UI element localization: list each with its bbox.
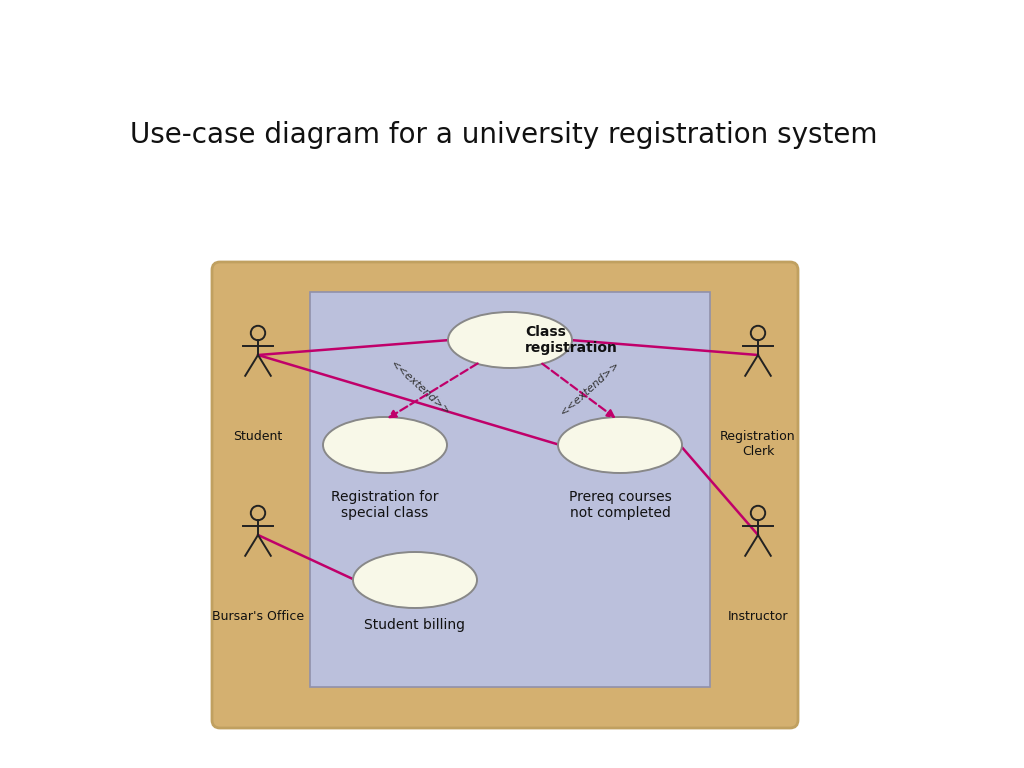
- Text: <<extend>>: <<extend>>: [558, 359, 622, 417]
- Ellipse shape: [558, 417, 682, 473]
- Ellipse shape: [323, 417, 447, 473]
- Text: Instructor: Instructor: [728, 610, 788, 623]
- Text: Student: Student: [233, 430, 283, 443]
- Bar: [310, 292, 710, 687]
- Text: Bursar's Office: Bursar's Office: [212, 610, 304, 623]
- Ellipse shape: [353, 552, 477, 608]
- Text: Use-case diagram for a university registration system: Use-case diagram for a university regist…: [130, 121, 878, 149]
- FancyBboxPatch shape: [212, 262, 798, 728]
- Ellipse shape: [449, 312, 572, 368]
- Text: Student billing: Student billing: [365, 618, 466, 632]
- Text: <<extend>>: <<extend>>: [388, 359, 452, 417]
- Text: Prereq courses
not completed: Prereq courses not completed: [568, 490, 672, 520]
- Text: Class
registration: Class registration: [525, 325, 617, 355]
- Text: Registration
Clerk: Registration Clerk: [720, 430, 796, 458]
- Text: Registration for
special class: Registration for special class: [331, 490, 438, 520]
